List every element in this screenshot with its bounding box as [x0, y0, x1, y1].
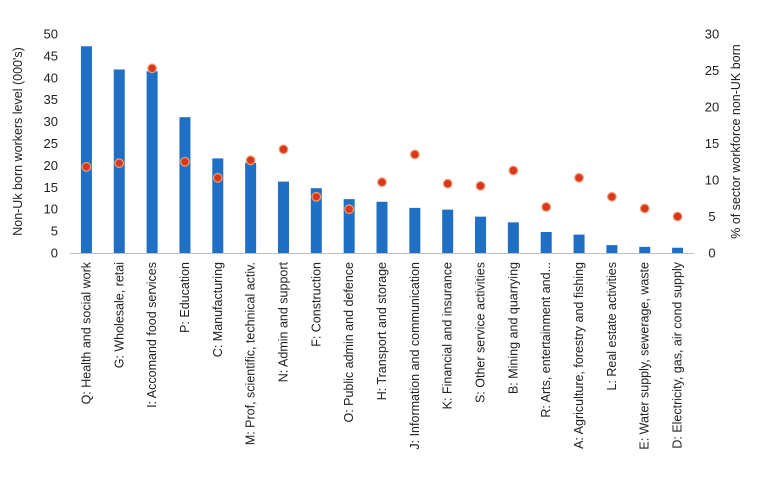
- bar: [80, 46, 92, 253]
- percent-point: [311, 191, 322, 202]
- percent-point: [639, 203, 650, 214]
- y2-tick-label: 0: [708, 246, 715, 261]
- y2-tick-label: 10: [705, 173, 719, 188]
- y-tick-label: 45: [44, 48, 58, 63]
- percent-series: [81, 63, 683, 222]
- percent-point: [81, 161, 92, 172]
- bar: [475, 216, 487, 253]
- y-tick-label: 30: [44, 114, 58, 129]
- x-category-label: C: Manufacturing: [211, 262, 225, 357]
- percent-point: [606, 191, 617, 202]
- bar: [245, 162, 257, 253]
- x-category-label: E: Water supply, sewerage, waste: [638, 262, 652, 450]
- bar: [310, 188, 322, 253]
- x-category-label: Q: Health and social work: [79, 261, 93, 404]
- bar: [672, 247, 684, 253]
- bar: [507, 222, 519, 253]
- bar: [409, 207, 421, 253]
- x-category-label: R: Arts, entertainment and...: [539, 262, 553, 418]
- y2-tick-label: 5: [708, 209, 715, 224]
- x-category-label: O: Public admin and defence: [342, 262, 356, 423]
- x-category-label: B: Mining and quarrying: [506, 262, 520, 394]
- y-tick-label: 50: [44, 27, 58, 42]
- percent-point: [147, 63, 158, 74]
- percent-point: [377, 177, 387, 188]
- y-tick-label: 0: [51, 246, 58, 261]
- y2-axis-title: % of sector workforce non-UK born: [729, 44, 743, 239]
- percent-point: [114, 158, 125, 169]
- y-tick-label: 20: [44, 158, 58, 173]
- x-category-label: N: Admin and support: [276, 261, 290, 382]
- bar: [376, 201, 388, 253]
- x-category-label: P: Education: [178, 262, 192, 333]
- y2-tick-label: 25: [705, 63, 719, 78]
- percent-point: [409, 149, 420, 160]
- percent-point: [442, 178, 453, 189]
- x-category-label: J: Information and communication: [408, 262, 422, 450]
- y2-tick-label: 30: [705, 27, 719, 42]
- y2-axis-ticks: 0 5 10 15 20 25 30: [705, 27, 719, 261]
- bar: [146, 71, 158, 253]
- y-axis-title: Non-Uk born workers level (000's): [11, 47, 25, 236]
- bar: [573, 234, 585, 253]
- x-axis-labels: Q: Health and social work G: Wholesale, r…: [79, 261, 684, 449]
- x-category-label: D: Electricity, gas, air cond supply: [671, 261, 685, 448]
- percent-point: [245, 155, 256, 166]
- y-tick-label: 25: [44, 136, 58, 151]
- percent-point: [278, 144, 289, 155]
- x-category-label: H: Transport and storage: [375, 262, 389, 400]
- y-tick-label: 10: [44, 202, 58, 217]
- y-tick-label: 5: [51, 224, 58, 239]
- percent-point: [508, 165, 519, 176]
- bar: [343, 199, 355, 253]
- x-category-label: M: Prof, scientific, technical activ.: [244, 262, 258, 445]
- percent-point: [212, 172, 223, 183]
- x-category-label: K: Financial and insurance: [441, 262, 455, 409]
- x-category-label: F: Construction: [309, 262, 323, 347]
- percent-point: [344, 204, 355, 215]
- x-category-label: G: Wholesale, retai: [112, 262, 126, 368]
- bar: [212, 158, 224, 253]
- bar: [540, 231, 552, 253]
- y-tick-label: 15: [44, 180, 58, 195]
- bar: [442, 209, 454, 253]
- bar: [277, 181, 289, 253]
- bar: [179, 117, 191, 253]
- y-axis-ticks: 0 5 10 15 20 25 30 35 40 45 50: [44, 27, 58, 261]
- x-category-label: L: Real estate activities: [605, 262, 619, 391]
- bar: [639, 246, 651, 253]
- percent-point: [180, 156, 190, 167]
- percent-point: [541, 202, 552, 212]
- y2-tick-label: 20: [705, 100, 719, 115]
- x-category-label: A: Agriculture, forestry and fishing: [572, 262, 586, 449]
- percent-point: [475, 180, 486, 191]
- y-tick-label: 35: [44, 92, 58, 107]
- y-tick-label: 40: [44, 70, 58, 85]
- bar: [606, 245, 618, 253]
- y2-tick-label: 15: [705, 136, 719, 151]
- x-category-label: I: Accomand food services: [145, 262, 159, 408]
- x-category-label: S: Other service activities: [474, 262, 488, 403]
- percent-point: [672, 211, 683, 222]
- bar-series: [80, 46, 684, 253]
- percent-point: [574, 172, 584, 183]
